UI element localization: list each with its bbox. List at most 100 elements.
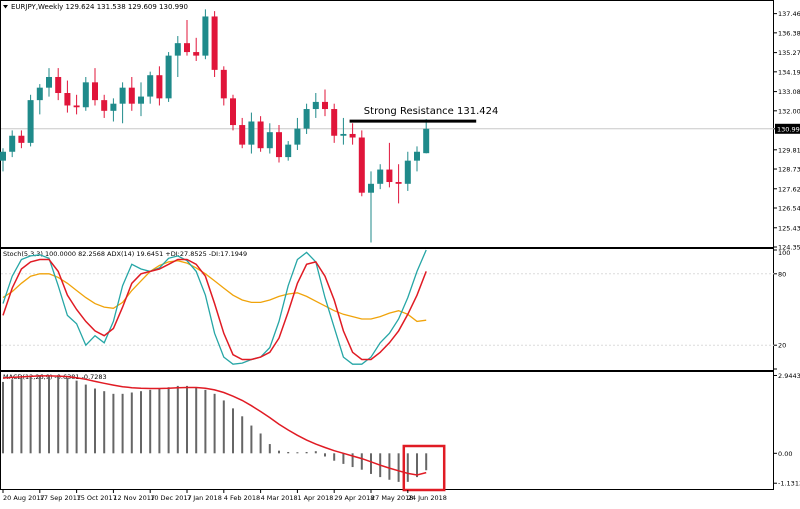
candle-body	[193, 52, 200, 56]
macd-bar	[360, 453, 363, 470]
candle-body	[202, 16, 209, 56]
macd-bar	[388, 453, 391, 480]
price-tick-label: 134.190	[778, 68, 800, 76]
candle-body	[147, 75, 154, 97]
macd-bar	[213, 393, 216, 454]
macd-bar	[351, 453, 354, 468]
stoch-legend: Stoch(5,3,3) 100.0000 82.2568 ADX(14) 19…	[3, 250, 247, 258]
macd-bar	[66, 377, 69, 454]
candle-body	[395, 182, 402, 184]
macd-axis: 2.9443 0.00 -1.1313	[774, 372, 800, 488]
resistance-annotation: Strong Resistance 131.424	[349, 106, 499, 123]
macd-bar	[342, 453, 345, 464]
macd-bar	[204, 389, 207, 454]
candle-body	[266, 132, 273, 149]
stoch-lines	[2, 249, 427, 365]
macd-bar	[259, 433, 262, 454]
price-tick-label: 132.000	[778, 107, 800, 115]
highlight-box	[402, 444, 446, 492]
stoch-axis: 100 80 20	[774, 249, 790, 370]
candle-body	[73, 105, 80, 108]
candle-body	[312, 101, 319, 110]
symbol-header: EURJPY,Weekly 129.624 131.538 129.609 13…	[11, 3, 188, 11]
candle-body	[101, 100, 108, 111]
candle-body	[55, 76, 62, 94]
candle-body	[404, 160, 411, 184]
candle-body	[156, 75, 163, 99]
candle-body	[257, 121, 264, 149]
stoch-tick-label: 100	[778, 249, 790, 257]
resistance-label: Strong Resistance 131.424	[364, 106, 499, 117]
dropdown-arrow-icon[interactable]	[3, 5, 8, 9]
macd-tick-label: 2.9443	[778, 372, 800, 380]
price-tick-label: 136.380	[778, 29, 800, 37]
x-tick-label: 27 May 2018	[371, 494, 413, 502]
candle-body	[414, 151, 420, 161]
macd-bar	[149, 389, 152, 454]
current-price-box	[775, 123, 800, 134]
macd-bar	[112, 393, 115, 454]
candle-body	[174, 43, 181, 56]
macd-bar	[195, 387, 198, 454]
candle-body	[110, 103, 117, 111]
candle-body	[92, 82, 98, 101]
price-tick-label: 128.730	[778, 166, 800, 174]
stoch-signal-line	[2, 258, 427, 361]
price-tick-label: 137.460	[778, 10, 800, 18]
macd-bar	[130, 392, 133, 454]
x-tick-label: 29 Apr 2018	[334, 494, 374, 502]
macd-signal-line	[2, 375, 427, 476]
macd-bar	[314, 451, 317, 454]
candle-body	[285, 144, 292, 158]
candle-body	[377, 169, 384, 184]
macd-bar	[167, 387, 170, 454]
x-tick-label: 15 Oct 2017	[77, 494, 117, 502]
x-tick-label: 7 Jan 2018	[187, 494, 222, 502]
candle-body	[294, 128, 301, 145]
candle-body	[322, 101, 328, 110]
candle-body	[230, 98, 236, 126]
candle-body	[138, 96, 144, 104]
candle-body	[64, 93, 71, 106]
stoch-main-line	[2, 249, 427, 365]
macd-bar	[296, 452, 299, 454]
x-tick-label: 4 Feb 2018	[224, 494, 260, 502]
macd-bar	[232, 408, 234, 454]
candle-body	[358, 137, 365, 193]
x-tick-label: 12 Nov 2017	[113, 494, 155, 502]
price-tick-label: 133.080	[778, 88, 800, 96]
candle-body	[27, 100, 34, 143]
candle-body	[340, 133, 347, 136]
price-candles	[0, 9, 430, 243]
x-tick-label: 10 Dec 2017	[150, 494, 192, 502]
stoch-tick-label: 80	[778, 270, 786, 278]
macd-bar	[425, 453, 428, 471]
macd-bar	[84, 384, 87, 454]
candle-body	[184, 43, 190, 53]
macd-bar	[75, 380, 78, 454]
macd-histogram	[2, 375, 428, 482]
stoch-panel-frame	[0, 248, 774, 371]
candle-body	[368, 183, 374, 193]
macd-bar	[370, 453, 372, 474]
price-tick-label: 127.620	[778, 185, 800, 193]
macd-bar	[278, 450, 280, 454]
macd-bar	[158, 388, 161, 454]
x-tick-label: 24 Jun 2018	[408, 494, 447, 502]
x-tick-label: 1 Apr 2018	[297, 494, 333, 502]
x-tick-label: 4 Mar 2018	[261, 494, 298, 502]
macd-bar	[333, 453, 336, 461]
candle-body	[36, 87, 43, 101]
candle-body	[82, 82, 89, 108]
macd-bar	[250, 425, 253, 454]
x-tick-label: 17 Sep 2017	[40, 494, 81, 502]
macd-signal	[2, 375, 427, 476]
macd-bar	[94, 388, 96, 454]
price-tick-label: 126.540	[778, 205, 800, 213]
candle-body	[128, 87, 135, 104]
macd-bar	[268, 444, 271, 454]
price-tick-label: 124.350	[778, 244, 800, 252]
header: EURJPY,Weekly 129.624 131.538 129.609 13…	[3, 3, 188, 11]
